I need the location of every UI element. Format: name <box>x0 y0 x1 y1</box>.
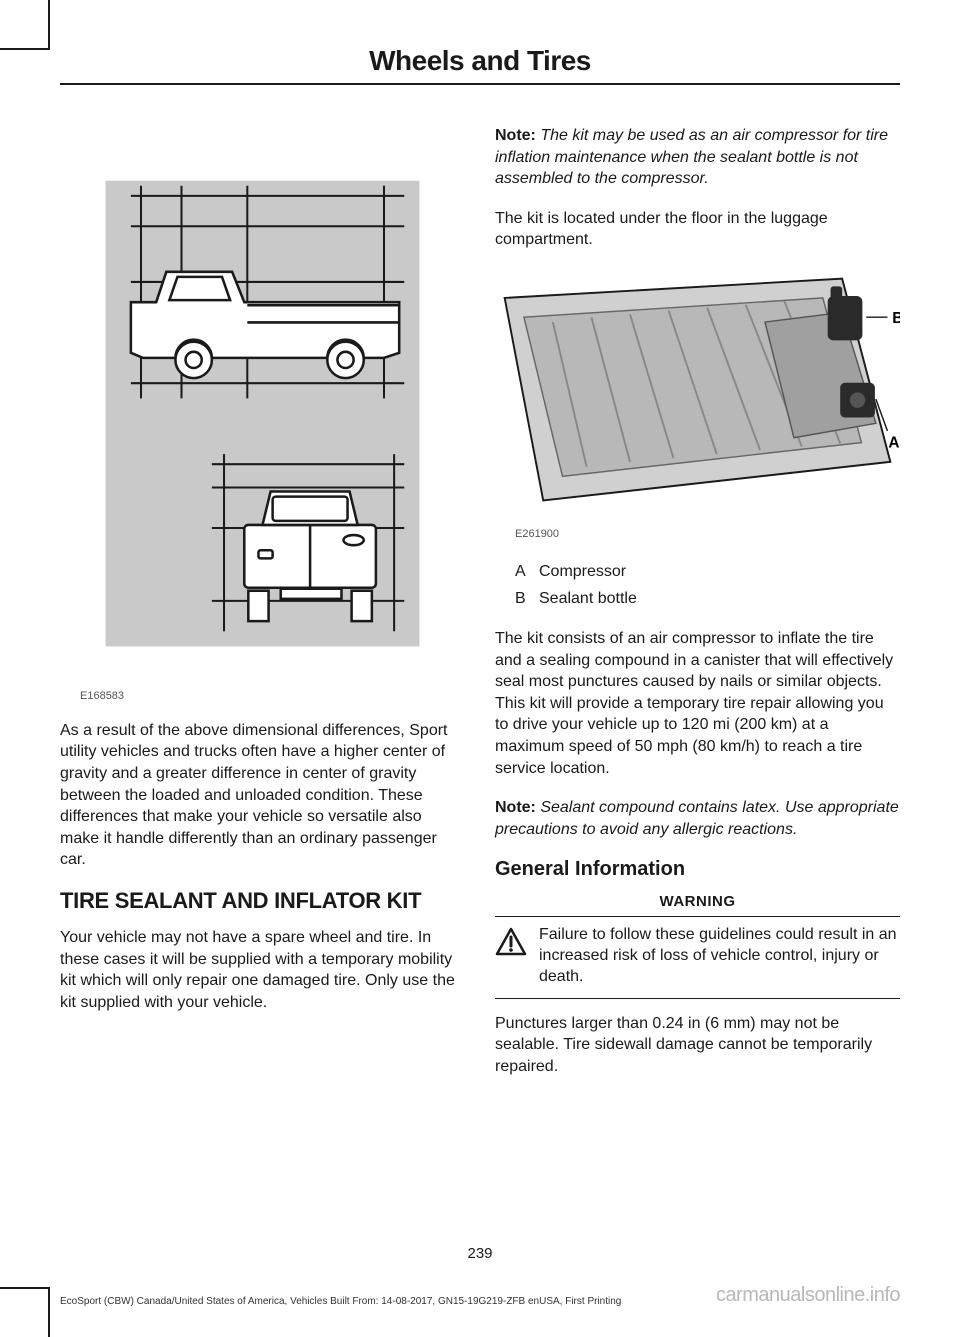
left-para2: Your vehicle may not have a spare wheel … <box>60 927 465 1013</box>
footer-left-text: EcoSport (CBW) Canada/United States of A… <box>60 1296 621 1307</box>
section-heading-tire-sealant: TIRE SEALANT AND INFLATOR KIT <box>60 889 465 913</box>
figure1-caption: E168583 <box>80 690 465 702</box>
figure-vehicle-dimensions <box>60 125 465 682</box>
figure-label-a: A <box>888 434 899 451</box>
warning-heading: WARNING <box>495 889 900 917</box>
warning-text: Failure to follow these guidelines could… <box>539 925 900 987</box>
crop-mark-top-left <box>0 0 50 50</box>
two-column-layout: E168583 As a result of the above dimensi… <box>60 125 900 1096</box>
note-label: Note: <box>495 799 536 816</box>
figure2-caption: E261900 <box>515 528 900 540</box>
note2: Note: Sealant compound contains latex. U… <box>495 797 900 840</box>
warning-body: Failure to follow these guidelines could… <box>495 925 900 998</box>
right-column: Note: The kit may be used as an air comp… <box>495 125 900 1096</box>
legend-list: A Compressor B Sealant bottle <box>495 558 900 612</box>
legend-key: A <box>495 558 515 585</box>
page-number: 239 <box>0 1245 960 1262</box>
right-para3: Punctures larger than 0.24 in (6 mm) may… <box>495 1013 900 1078</box>
legend-row: A Compressor <box>495 558 900 585</box>
page-footer: EcoSport (CBW) Canada/United States of A… <box>60 1284 900 1307</box>
subheading-general-info: General Information <box>495 858 900 881</box>
left-column: E168583 As a result of the above dimensi… <box>60 125 465 1096</box>
note2-text: Sealant compound contains latex. Use app… <box>495 799 899 838</box>
figure-label-b: B <box>892 310 900 327</box>
warning-triangle-icon <box>495 925 529 987</box>
legend-label: Compressor <box>539 558 626 585</box>
right-para2: The kit consists of an air compressor to… <box>495 628 900 779</box>
note-label: Note: <box>495 127 536 144</box>
page-container: Wheels and Tires <box>0 0 960 1337</box>
figure-kit-location: B A <box>495 269 900 520</box>
footer-right-watermark: carmanualsonline.info <box>716 1284 900 1307</box>
page-title: Wheels and Tires <box>60 45 900 85</box>
legend-label: Sealant bottle <box>539 585 637 612</box>
note1: Note: The kit may be used as an air comp… <box>495 125 900 190</box>
crop-mark-bottom-left <box>0 1287 50 1337</box>
legend-key: B <box>495 585 515 612</box>
left-para1: As a result of the above dimensional dif… <box>60 720 465 871</box>
note1-text: The kit may be used as an air compressor… <box>495 127 888 187</box>
right-para1: The kit is located under the floor in th… <box>495 208 900 251</box>
legend-row: B Sealant bottle <box>495 585 900 612</box>
